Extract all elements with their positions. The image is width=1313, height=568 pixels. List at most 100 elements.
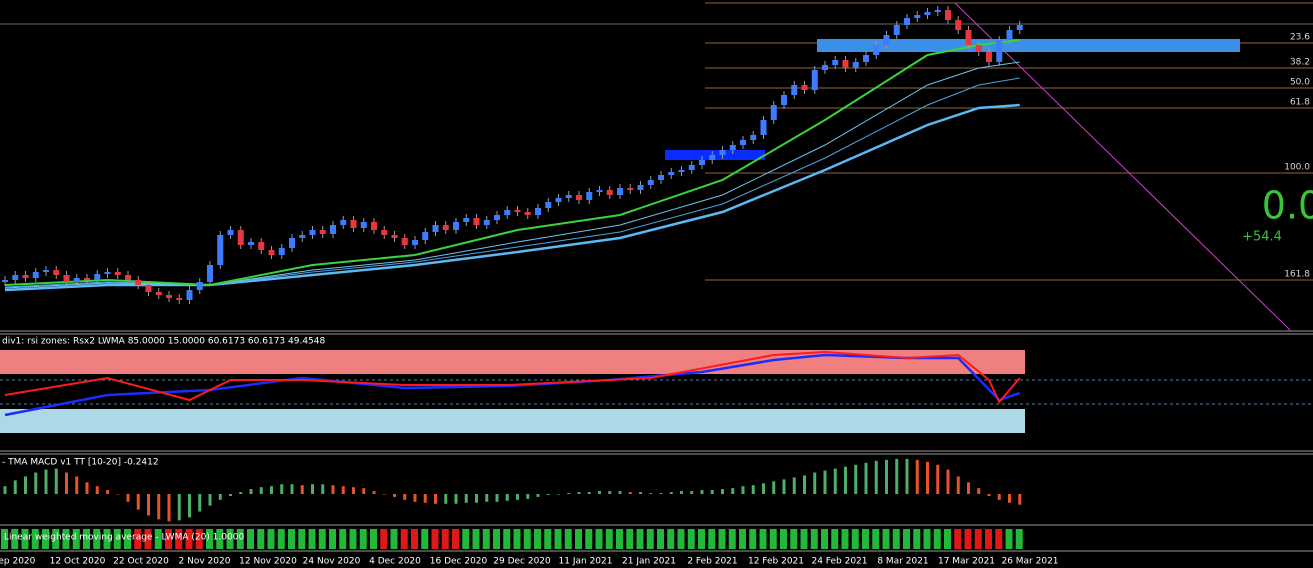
macd-bar — [290, 484, 294, 494]
lwma-bar — [667, 529, 675, 549]
macd-bar — [987, 494, 991, 496]
macd-bar — [229, 494, 232, 496]
candle-body — [852, 62, 859, 68]
macd-bar — [598, 491, 601, 494]
macd-bar — [874, 460, 878, 494]
macd-bar — [208, 494, 212, 506]
macd-bar — [731, 488, 735, 494]
lwma-bar — [195, 529, 203, 549]
moving-average — [4, 39, 1020, 287]
candle-body — [104, 272, 111, 274]
lwma-bar — [964, 529, 972, 549]
candle-body — [155, 292, 162, 295]
lwma-bar — [780, 529, 787, 549]
lwma-bar — [21, 529, 29, 549]
candle-body — [371, 222, 377, 230]
date-label: 21 Jan 2021 — [622, 557, 676, 567]
candle-body — [166, 295, 172, 298]
macd-bar — [536, 494, 540, 497]
macd-bar — [587, 492, 591, 494]
lwma-bar — [534, 529, 541, 549]
overbought-zone — [0, 350, 1025, 374]
candle-body — [330, 225, 336, 234]
lwma-bar — [974, 529, 982, 549]
macd-bar — [106, 490, 109, 494]
candle-body — [289, 238, 295, 248]
lwma-bar — [236, 529, 244, 549]
macd-bar — [680, 491, 683, 494]
macd-bar — [649, 493, 653, 494]
lwma-bar — [831, 529, 839, 549]
candle-body — [863, 55, 869, 62]
lwma-bar — [872, 529, 880, 549]
lwma-bar — [564, 529, 572, 549]
candle-body — [965, 30, 972, 45]
rsi-line — [4, 350, 1021, 404]
lwma-bar — [462, 529, 470, 549]
macd-bar — [177, 494, 181, 521]
candle-body — [340, 220, 347, 225]
candle-body — [678, 170, 685, 172]
lwma-bar — [1005, 529, 1013, 549]
lwma-bar — [595, 529, 603, 549]
macd-bar — [136, 494, 140, 510]
candle-body — [494, 215, 500, 220]
lwma-bar — [267, 529, 275, 549]
macd-bar — [475, 494, 478, 503]
date-label: 12 Feb 2021 — [748, 557, 804, 567]
lwma-title: Linear weighted moving average - LWMA (2… — [4, 533, 244, 543]
lwma-bar — [288, 529, 295, 549]
candle-body — [43, 270, 49, 272]
date-label: 17 Mar 2021 — [938, 557, 995, 567]
candle-body — [740, 140, 746, 145]
candle-body — [442, 225, 449, 230]
candle-body — [248, 242, 254, 245]
candle-body — [309, 230, 316, 235]
candle-body — [832, 60, 839, 65]
lwma-bar — [257, 529, 265, 549]
candle-body — [412, 240, 418, 245]
candle-body — [770, 105, 777, 120]
lwma-bar — [216, 529, 224, 549]
macd-bar — [54, 468, 58, 494]
lwma-bar — [718, 529, 726, 549]
macd-bar — [413, 494, 417, 502]
macd-bar — [741, 486, 745, 494]
candle-body — [422, 232, 429, 240]
moving-average — [4, 77, 1020, 288]
macd-bar — [218, 494, 222, 500]
macd-bar — [700, 490, 704, 494]
macd-bar — [239, 492, 243, 494]
candle-body — [842, 60, 849, 68]
rsi-title: div1: rsi zones: Rsx2 LWMA 85.0000 15.00… — [2, 337, 325, 347]
rsi-line — [4, 353, 1021, 417]
lwma-bar — [523, 529, 531, 549]
macd-title: - TMA MACD v1 TT [10-20] -0.2412 — [2, 458, 159, 468]
lwma-bar — [134, 529, 142, 549]
candle-body — [350, 220, 357, 228]
lwma-bar — [513, 529, 521, 549]
date-label: 8 Mar 2021 — [877, 557, 928, 567]
lwma-bar — [605, 529, 613, 549]
zone — [817, 39, 1240, 52]
lwma-bar — [913, 529, 921, 549]
lwma-bar — [113, 529, 121, 549]
macd-bar — [577, 492, 581, 494]
lwma-bar — [749, 529, 757, 549]
candle-body — [32, 272, 39, 278]
macd-bar — [710, 490, 714, 494]
candle-body — [729, 145, 736, 150]
lwma-bar — [42, 529, 49, 549]
lwma-bar — [298, 529, 306, 549]
lwma-bar — [954, 529, 962, 549]
candle-body — [606, 190, 613, 195]
candle-body — [524, 212, 531, 215]
lwma-bar — [62, 529, 70, 549]
date-label: 4 Dec 2020 — [369, 557, 421, 567]
candle-body — [63, 275, 70, 282]
macd-bar — [885, 459, 888, 494]
candle-body — [811, 70, 818, 90]
candle-body — [873, 45, 880, 55]
lwma-bar — [226, 529, 234, 549]
candle-body — [893, 25, 900, 35]
